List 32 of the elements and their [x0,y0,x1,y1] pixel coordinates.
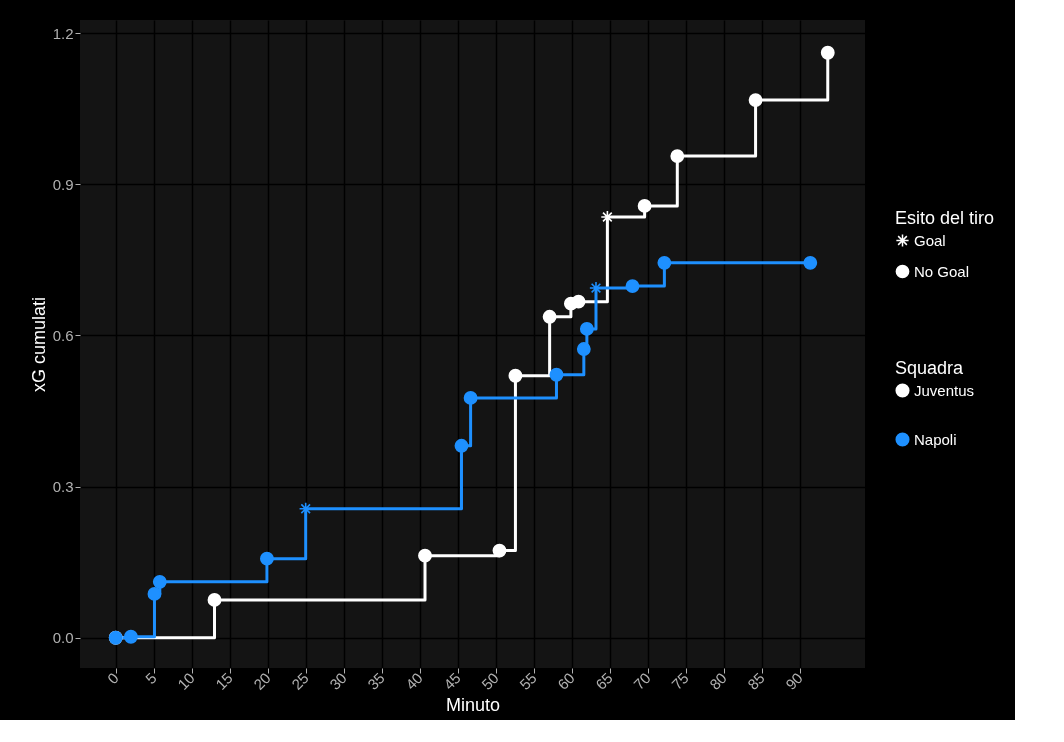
legend-label: Napoli [914,430,957,448]
text: Squadra [895,358,964,378]
x-axis-title: Minuto [445,694,501,715]
x-tick-label: 50 [478,669,502,693]
x-tick-label: 30 [326,669,350,693]
text: Esito del tiro [895,208,995,228]
x-tick-label: 55 [516,669,540,693]
x-tick-label: 75 [667,669,692,693]
y-tick-label: 1.2 [52,24,74,42]
y-tick-label: 0.3 [52,478,74,496]
y-tick-label: 0.9 [52,175,74,193]
x-tick-label: 0 [103,669,122,688]
x-tick-label: 85 [743,669,768,693]
y-tick-label: 0.0 [52,629,74,647]
x-tick-label: 5 [141,669,160,688]
x-tick-label: 25 [288,669,312,693]
x-tick-label: 10 [174,669,198,693]
x-tick-label: 60 [554,669,578,693]
legend-label: Goal [914,231,946,249]
x-tick-label: 35 [364,669,388,693]
x-tick-label: 40 [402,669,426,693]
y-axis-title: xG cumulati [28,296,49,393]
y-tick-label: 0.6 [52,326,74,344]
x-tick-label: 20 [250,669,274,693]
x-tick-label: 80 [705,669,730,693]
x-tick-label: 70 [630,669,654,693]
x-tick-label: 90 [781,669,806,693]
legend-label: Juventus [914,381,975,399]
x-tick-label: 45 [440,669,464,693]
legend-label: No Goal [914,262,970,280]
x-tick-label: 15 [212,669,236,693]
x-tick-label: 65 [592,669,616,693]
